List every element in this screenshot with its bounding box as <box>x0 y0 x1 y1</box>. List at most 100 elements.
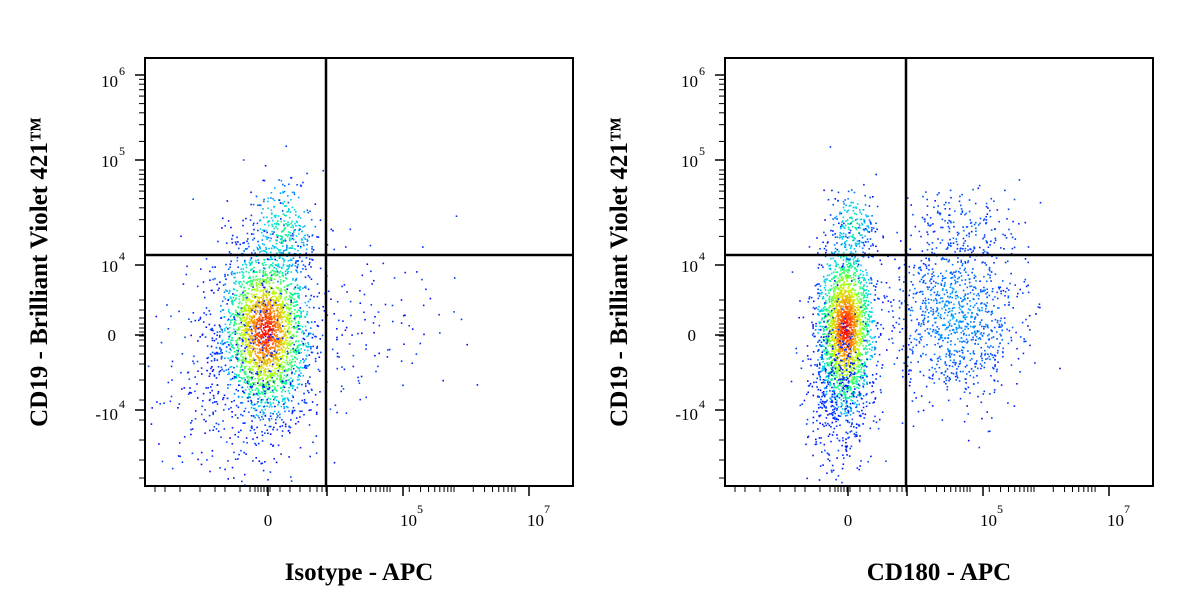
data-point <box>257 248 259 250</box>
data-point <box>221 368 223 371</box>
data-point <box>233 347 235 350</box>
data-point <box>194 390 196 393</box>
data-point <box>836 294 838 297</box>
data-point <box>838 311 841 313</box>
data-point <box>842 301 845 303</box>
data-point <box>825 328 828 331</box>
data-point <box>222 284 225 286</box>
data-point <box>220 436 222 438</box>
data-point <box>228 351 231 354</box>
data-point <box>869 293 872 296</box>
data-point <box>218 324 221 326</box>
data-point <box>282 202 284 205</box>
data-point <box>840 312 843 315</box>
data-point <box>257 296 259 298</box>
data-point <box>264 359 266 362</box>
data-point <box>843 346 846 349</box>
data-point <box>298 374 300 376</box>
data-point <box>245 264 248 266</box>
data-point <box>270 299 273 301</box>
data-point <box>276 384 279 387</box>
data-point <box>422 246 424 248</box>
data-point <box>280 295 282 297</box>
data-point <box>259 371 261 374</box>
data-point <box>303 338 306 341</box>
data-point <box>292 257 295 259</box>
data-point <box>240 402 242 404</box>
data-point <box>241 325 243 328</box>
data-point <box>815 283 818 286</box>
data-point <box>822 295 824 298</box>
data-point <box>267 236 270 239</box>
data-point <box>257 351 259 354</box>
data-point <box>171 379 173 381</box>
data-point <box>218 287 220 290</box>
data-point <box>286 245 289 248</box>
data-point <box>302 358 304 360</box>
data-point <box>866 294 869 296</box>
data-point <box>188 318 190 320</box>
data-point <box>251 377 253 379</box>
data-point <box>849 300 852 303</box>
data-point <box>221 309 224 311</box>
data-point <box>843 303 845 306</box>
data-point <box>872 402 874 404</box>
data-point <box>290 271 293 273</box>
data-point <box>284 361 286 364</box>
data-point <box>310 266 312 268</box>
data-point <box>283 239 286 242</box>
data-point <box>272 274 274 276</box>
data-point <box>244 407 247 410</box>
data-point <box>233 399 235 402</box>
data-point <box>255 334 258 336</box>
data-point <box>270 212 273 214</box>
data-point <box>828 298 830 301</box>
data-point <box>253 407 255 410</box>
data-point <box>279 379 281 381</box>
data-point <box>275 345 277 348</box>
data-point <box>820 321 822 324</box>
data-point <box>296 221 299 224</box>
data-point <box>318 356 321 358</box>
data-point <box>305 268 307 271</box>
data-point <box>288 331 291 333</box>
data-point <box>288 308 290 310</box>
data-point <box>287 363 290 366</box>
data-point <box>852 321 855 323</box>
data-point <box>248 381 250 383</box>
data-point <box>265 280 268 283</box>
data-point <box>252 276 255 278</box>
data-point <box>246 240 248 242</box>
data-point <box>836 326 839 328</box>
data-point <box>256 299 259 302</box>
data-point <box>256 368 259 371</box>
data-point <box>288 333 290 335</box>
data-point <box>290 336 292 339</box>
data-point <box>183 387 186 389</box>
data-point <box>268 370 271 372</box>
data-point <box>273 458 275 460</box>
data-point <box>303 286 306 288</box>
data-point <box>273 398 275 401</box>
data-point <box>238 247 240 250</box>
data-point <box>843 256 845 258</box>
data-point <box>301 410 303 413</box>
data-point <box>292 231 295 233</box>
data-point <box>281 236 284 238</box>
data-point <box>253 359 256 361</box>
data-point <box>257 320 260 322</box>
data-point <box>855 302 857 305</box>
data-point <box>859 323 862 325</box>
data-point <box>310 278 313 280</box>
data-point <box>802 316 805 319</box>
data-point <box>852 287 854 290</box>
data-point <box>289 382 292 384</box>
data-point <box>251 296 254 298</box>
data-point <box>352 365 355 368</box>
data-point <box>256 333 258 335</box>
data-point <box>818 283 820 285</box>
data-point <box>824 352 827 355</box>
data-point <box>248 281 250 283</box>
data-point <box>277 349 280 351</box>
data-point <box>278 223 280 226</box>
